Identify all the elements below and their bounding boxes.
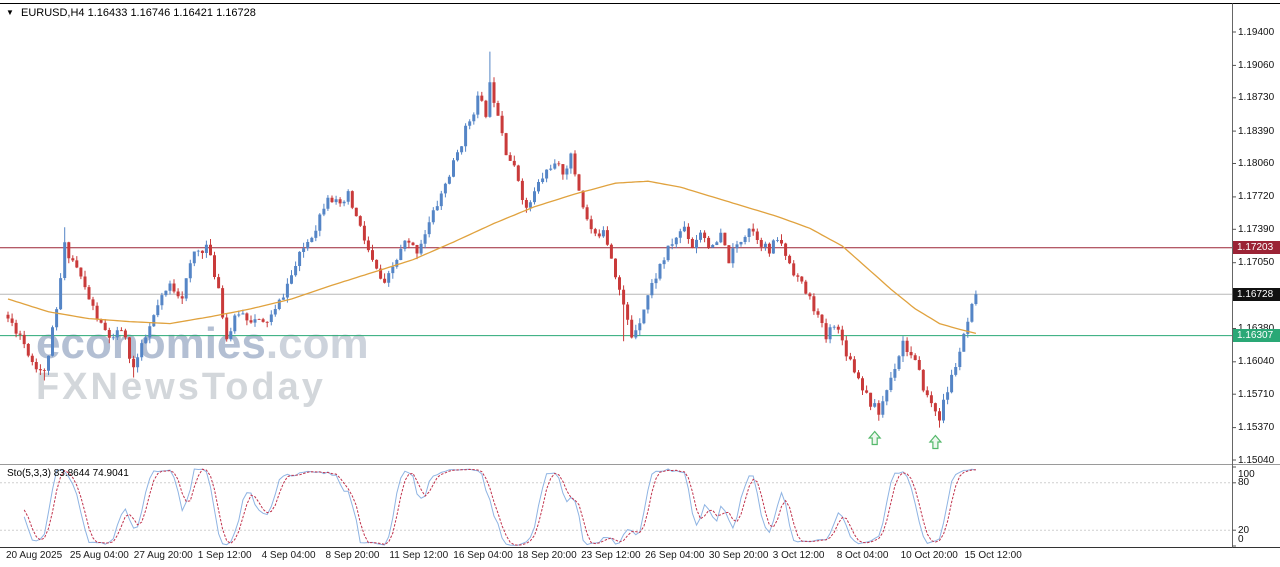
stochastic-k-line bbox=[23, 468, 976, 546]
price-level-box-current: 1.16728 bbox=[1233, 287, 1280, 301]
time-axis-label: 11 Sep 12:00 bbox=[389, 550, 449, 561]
price-axis-label: 1.17050 bbox=[1238, 257, 1275, 269]
time-axis-label: 3 Oct 12:00 bbox=[772, 550, 825, 561]
price-axis-label: 1.17390 bbox=[1238, 223, 1275, 235]
time-axis-label: 18 Sep 20:00 bbox=[517, 550, 577, 561]
time-axis-label: 23 Sep 12:00 bbox=[581, 550, 641, 561]
time-axis-label: 25 Aug 04:00 bbox=[69, 550, 129, 561]
price-axis-label: 1.16380 bbox=[1238, 323, 1274, 334]
watermark-tagline: FXNewsToday bbox=[36, 366, 326, 408]
price-axis-label: 1.19400 bbox=[1238, 26, 1275, 38]
ohlc-values: 1.16433 1.16746 1.16421 1.16728 bbox=[87, 7, 256, 19]
candles bbox=[6, 51, 978, 428]
time-axis-label: 8 Sep 20:00 bbox=[325, 550, 380, 561]
time-axis-label: 30 Sep 20:00 bbox=[708, 550, 769, 561]
symbol-label: EURUSD,H4 bbox=[20, 7, 85, 19]
price-level-box-support: 1.16307 bbox=[1233, 329, 1280, 343]
time-axis-label: 1 Sep 12:00 bbox=[197, 550, 252, 561]
price-axis-label: 1.18390 bbox=[1238, 125, 1275, 137]
chart-borders bbox=[0, 3, 1280, 548]
sto-axis-label: 100 bbox=[1238, 469, 1255, 480]
time-axis-label: 4 Sep 04:00 bbox=[261, 550, 316, 561]
time-axis-label: 16 Sep 04:00 bbox=[453, 550, 513, 561]
price-level-box-resistance: 1.17203 bbox=[1233, 241, 1280, 255]
price-axis-label: 1.17720 bbox=[1238, 191, 1275, 203]
price-axis-label: 1.19060 bbox=[1238, 59, 1275, 71]
price-axis-label: 1.18060 bbox=[1238, 158, 1275, 169]
sto-axis-label: 80 bbox=[1238, 477, 1250, 489]
time-axis-label: 26 Sep 04:00 bbox=[645, 550, 705, 561]
sto-axis-label: 0 bbox=[1238, 534, 1244, 545]
time-axis-label: 20 Aug 2025 bbox=[6, 550, 63, 561]
time-axis-label: 15 Oct 12:00 bbox=[964, 550, 1022, 561]
up-arrow-markers bbox=[867, 430, 943, 450]
price-axis-label: 1.15370 bbox=[1238, 422, 1275, 434]
price-axis[interactable]: 1.19400 1.19060 1.18730 1.18390 1.18060 1.177… bbox=[1233, 0, 1280, 548]
symbol-dropdown-icon[interactable]: ▼ bbox=[6, 8, 14, 17]
price-axis-label: 1.15040 bbox=[1238, 454, 1275, 466]
price-axis-label: 1.18730 bbox=[1238, 92, 1275, 104]
moving-average-line bbox=[7, 180, 977, 335]
indicator-label: Sto(5,3,3) 83.8644 74.9041 bbox=[7, 468, 129, 479]
time-axis-label: 27 Aug 20:00 bbox=[133, 550, 193, 561]
sto-axis-label: 20 bbox=[1238, 524, 1250, 536]
time-axis-label: 8 Oct 04:00 bbox=[836, 550, 889, 561]
symbol-info: ▼ EURUSD,H4 1.16433 1.16746 1.16421 1.16… bbox=[6, 7, 256, 19]
time-axis-label: 10 Oct 20:00 bbox=[900, 550, 958, 561]
price-axis-label: 1.15710 bbox=[1238, 388, 1275, 400]
watermark-domain: .com bbox=[265, 319, 369, 368]
stochastic-d-line bbox=[23, 468, 976, 546]
time-axis[interactable]: 20 Aug 2025 25 Aug 04:00 27 Aug 20:00 1 Sep… bbox=[0, 550, 1232, 566]
price-axis-label: 1.16040 bbox=[1238, 356, 1275, 368]
